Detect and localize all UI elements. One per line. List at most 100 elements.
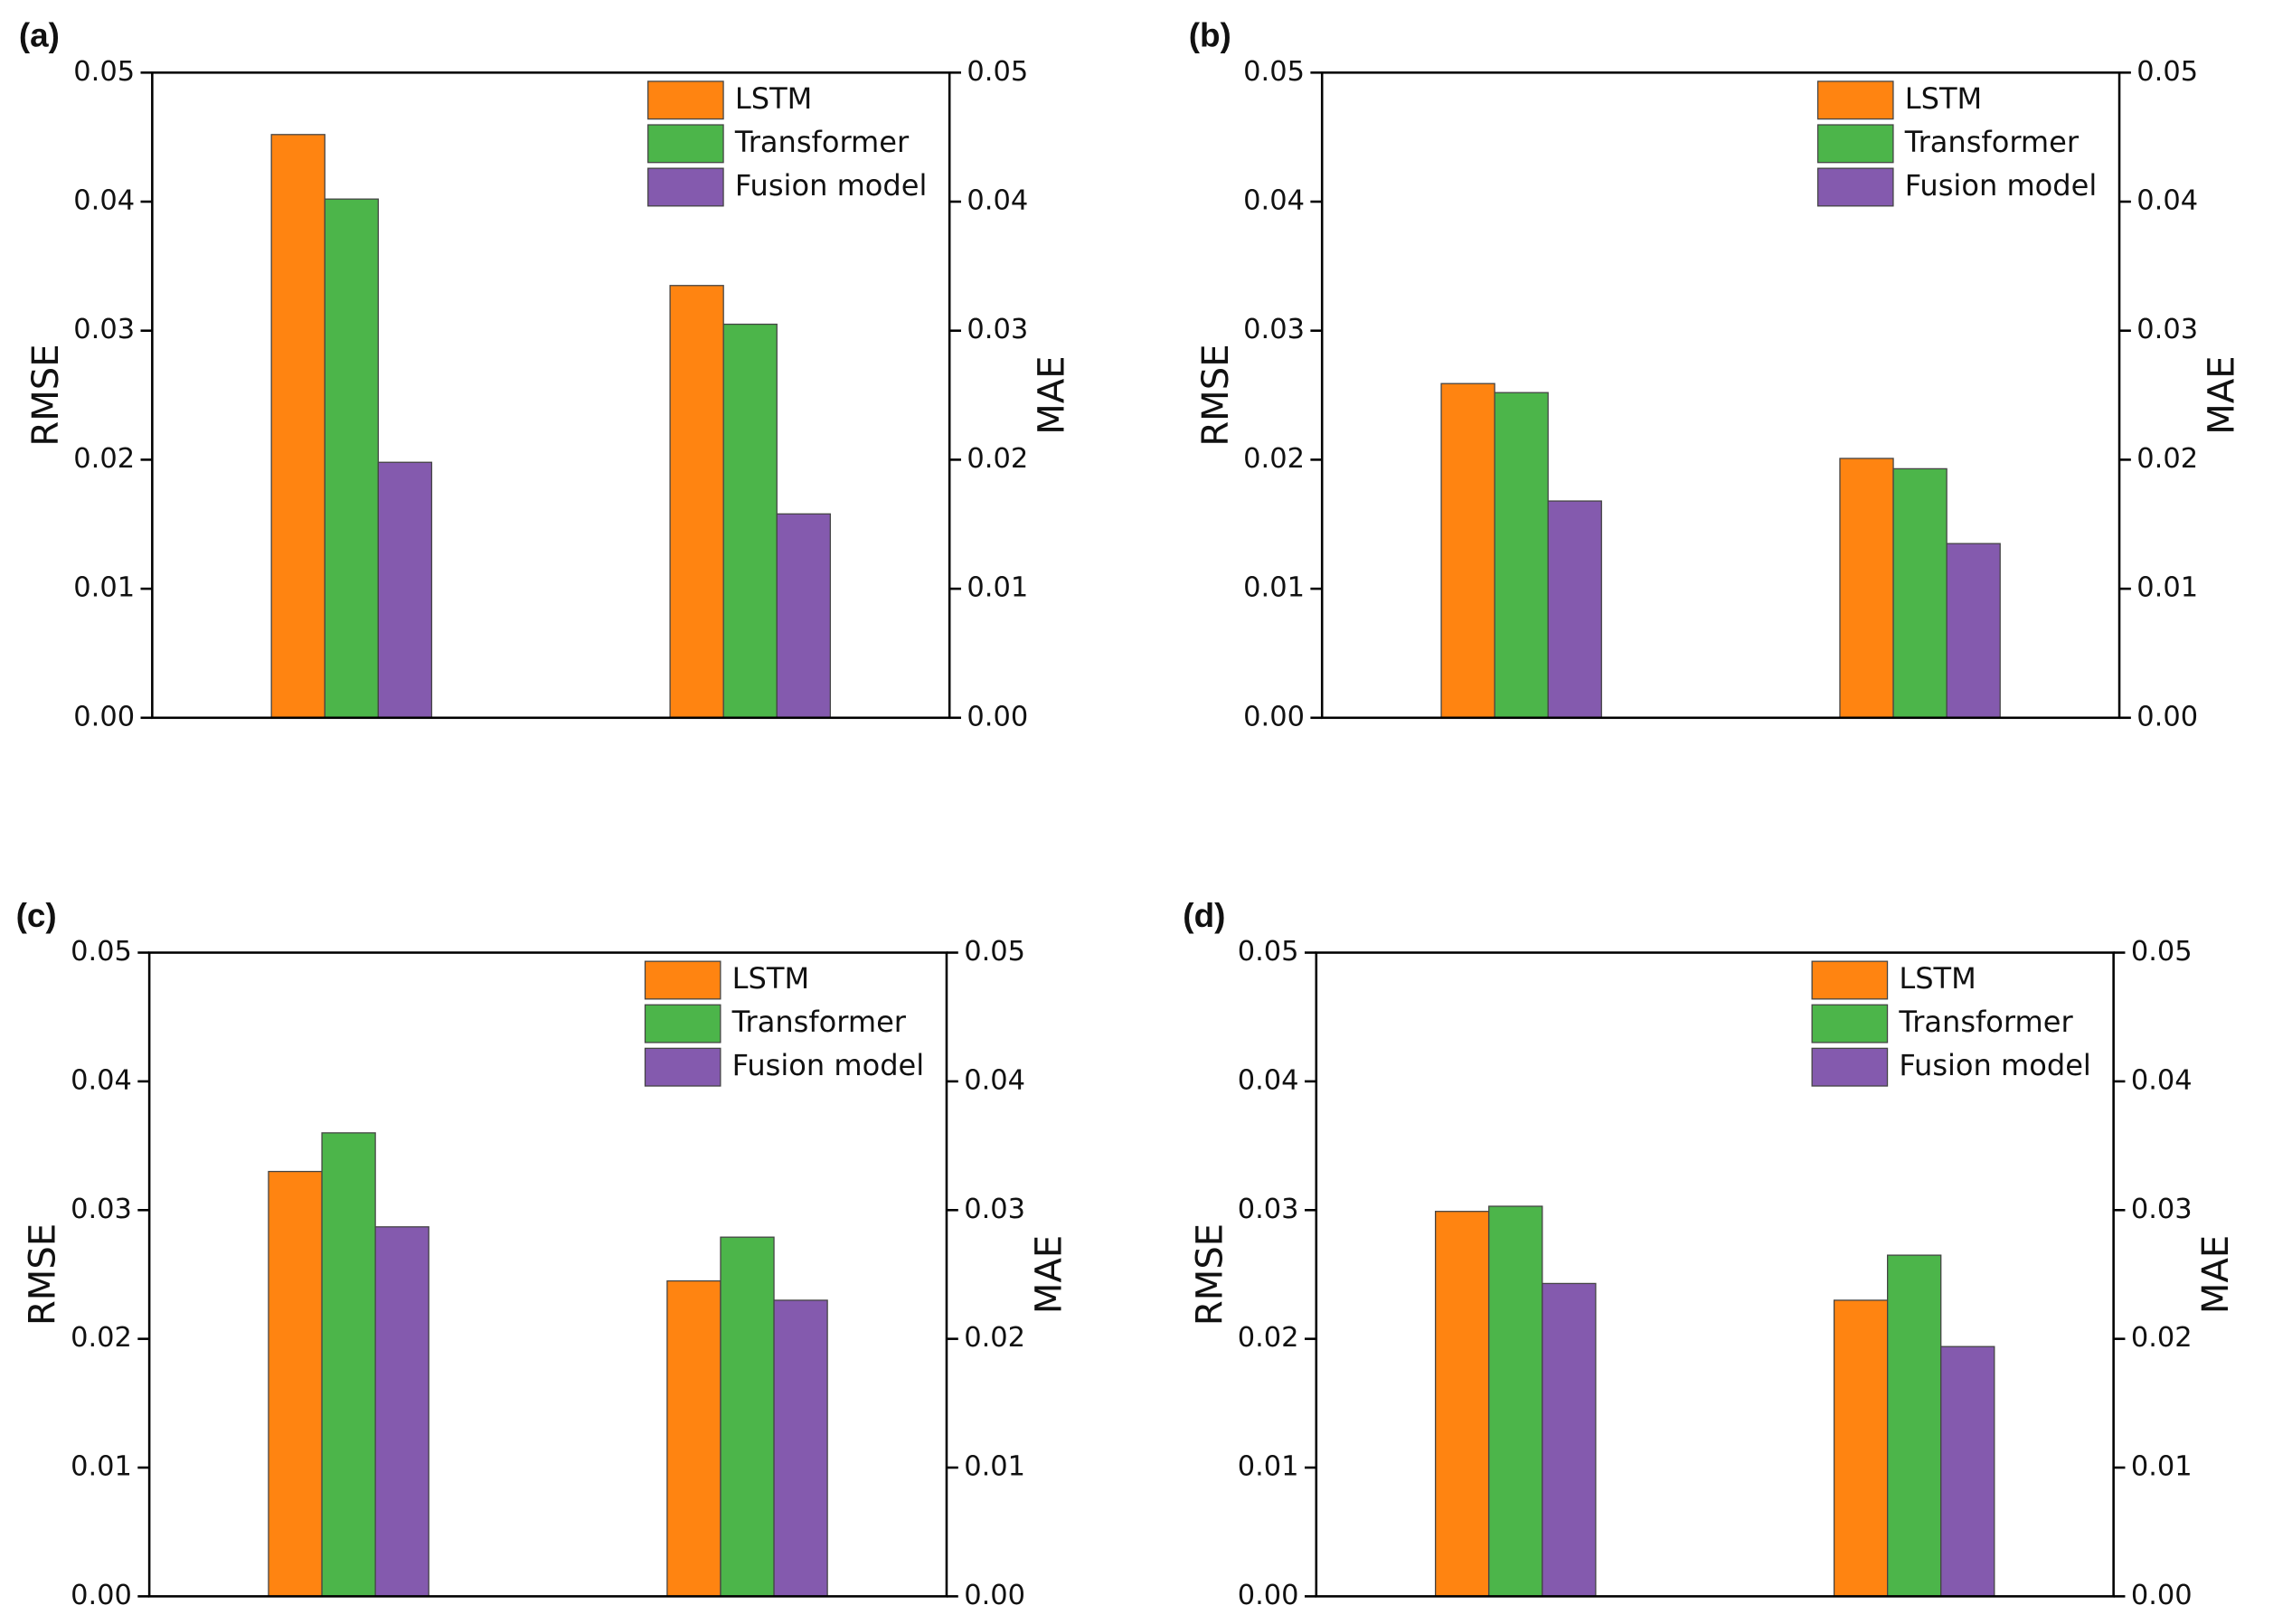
panel-label: (d): [1183, 897, 1225, 934]
y-tick-label: 0.05: [1238, 936, 1299, 968]
legend-label: Fusion model: [732, 1048, 924, 1082]
y-tick-label: 0.05: [73, 56, 135, 88]
y-tick-label: 0.01: [1243, 572, 1305, 604]
legend-swatch: [647, 167, 724, 207]
legend-label: Fusion model: [1899, 1048, 2090, 1082]
bar: [270, 134, 325, 719]
y2-tick-label: 0.02: [2131, 1322, 2193, 1354]
legend-label: LSTM: [732, 961, 809, 996]
y-axis-title: RMSE: [25, 344, 67, 446]
y2-tick-label: 0.01: [967, 572, 1028, 604]
bar: [377, 461, 433, 719]
y-tick-label: 0.03: [73, 314, 135, 345]
y-axis-title: RMSE: [1189, 1223, 1231, 1326]
bar: [773, 1299, 828, 1598]
bar: [268, 1170, 323, 1598]
bar: [1892, 467, 1948, 719]
bar: [1839, 458, 1894, 719]
legend-label: Fusion model: [735, 168, 927, 203]
panel-label: (b): [1189, 17, 1231, 54]
bar: [722, 323, 778, 719]
y2-tick-label: 0.01: [2136, 572, 2198, 604]
chart-panel: (c) 0.00 0.01 0.02 0.03 0.04 0.05 0.00 0.01 0.02 0…: [16, 897, 1070, 1611]
y-tick-label: 0.04: [1238, 1064, 1299, 1096]
bar: [776, 513, 831, 719]
legend-label: LSTM: [735, 81, 812, 116]
legend-label: Transformer: [1904, 125, 2080, 159]
y-tick-label: 0.03: [71, 1194, 132, 1225]
legend-swatch: [1816, 167, 1894, 207]
y-tick-label: 0.00: [71, 1580, 132, 1611]
y2-tick-label: 0.00: [964, 1580, 1025, 1611]
legend-swatch: [644, 960, 722, 1000]
legend-swatch: [647, 80, 724, 120]
bar: [1435, 1211, 1490, 1598]
bar: [720, 1236, 775, 1598]
legend-swatch: [644, 1004, 722, 1043]
y2-tick-label: 0.00: [967, 701, 1028, 732]
y-tick-label: 0.03: [1238, 1194, 1299, 1225]
y-tick-label: 0.04: [71, 1064, 132, 1096]
chart-panel: (b) 0.00 0.01 0.02 0.03 0.04 0.05 0.00 0.01 0.02 0…: [1189, 17, 2243, 733]
plot-frame: [1320, 71, 2121, 720]
plot-frame: [151, 71, 951, 720]
y-tick-label: 0.02: [73, 443, 135, 475]
y2-axis-title: MAE: [1028, 1235, 1070, 1314]
legend-label: Transformer: [731, 1005, 907, 1039]
legend-swatch: [647, 124, 724, 164]
y2-axis-title: MAE: [2201, 355, 2242, 434]
bar: [374, 1226, 429, 1598]
bar: [1886, 1254, 1942, 1598]
y-axis-title: RMSE: [1195, 344, 1237, 446]
legend-swatch: [1816, 80, 1894, 120]
bar: [1547, 500, 1602, 719]
y2-tick-label: 0.00: [2136, 701, 2198, 732]
bar: [1946, 543, 2001, 719]
panel-label: (c): [16, 897, 57, 934]
bar: [321, 1132, 376, 1598]
y2-tick-label: 0.04: [967, 185, 1028, 217]
y-axis-title: RMSE: [23, 1223, 64, 1326]
y2-tick-label: 0.01: [2131, 1451, 2193, 1483]
bar: [1940, 1345, 1995, 1598]
chart-panel: (d) 0.00 0.01 0.02 0.03 0.04 0.05 0.00 0.01 0.02 0…: [1183, 897, 2237, 1611]
y2-tick-label: 0.02: [964, 1322, 1025, 1354]
y2-tick-label: 0.03: [2131, 1194, 2193, 1225]
y2-tick-label: 0.05: [2136, 56, 2198, 88]
y2-tick-label: 0.02: [967, 443, 1028, 475]
y-tick-label: 0.01: [71, 1451, 132, 1483]
legend-swatch: [644, 1047, 722, 1087]
legend-label: LSTM: [1905, 81, 1982, 116]
y-tick-label: 0.02: [1243, 443, 1305, 475]
bar: [666, 1279, 722, 1598]
chart-panel: (a) 0.00 0.01 0.02 0.03 0.04 0.05 0.00 0.01 0.02 0…: [19, 17, 1073, 733]
legend-label: Fusion model: [1905, 168, 2097, 203]
y-tick-label: 0.05: [1243, 56, 1305, 88]
y2-tick-label: 0.05: [964, 936, 1025, 968]
bar: [324, 198, 379, 719]
legend-label: LSTM: [1899, 961, 1976, 996]
y-tick-label: 0.04: [1243, 185, 1305, 217]
y2-tick-label: 0.05: [967, 56, 1028, 88]
y-tick-label: 0.02: [1238, 1322, 1299, 1354]
plot-frame: [1315, 951, 2115, 1598]
y2-axis-title: MAE: [2195, 1235, 2237, 1314]
plot-frame: [147, 951, 948, 1598]
bar: [1542, 1282, 1597, 1598]
y2-tick-label: 0.03: [2136, 314, 2198, 345]
legend-label: Transformer: [1898, 1005, 2073, 1039]
y2-tick-label: 0.05: [2131, 936, 2193, 968]
y-tick-label: 0.04: [73, 185, 135, 217]
bar: [1833, 1299, 1889, 1598]
legend-swatch: [1816, 124, 1894, 164]
bar: [669, 285, 724, 719]
y2-tick-label: 0.00: [2131, 1580, 2193, 1611]
y-tick-label: 0.00: [73, 701, 135, 732]
y2-tick-label: 0.04: [2131, 1064, 2193, 1096]
legend-swatch: [1811, 1047, 1889, 1087]
bar: [1488, 1205, 1543, 1598]
panel-label: (a): [19, 17, 60, 54]
y2-tick-label: 0.01: [964, 1451, 1025, 1483]
y-tick-label: 0.02: [71, 1322, 132, 1354]
legend-swatch: [1811, 960, 1889, 1000]
